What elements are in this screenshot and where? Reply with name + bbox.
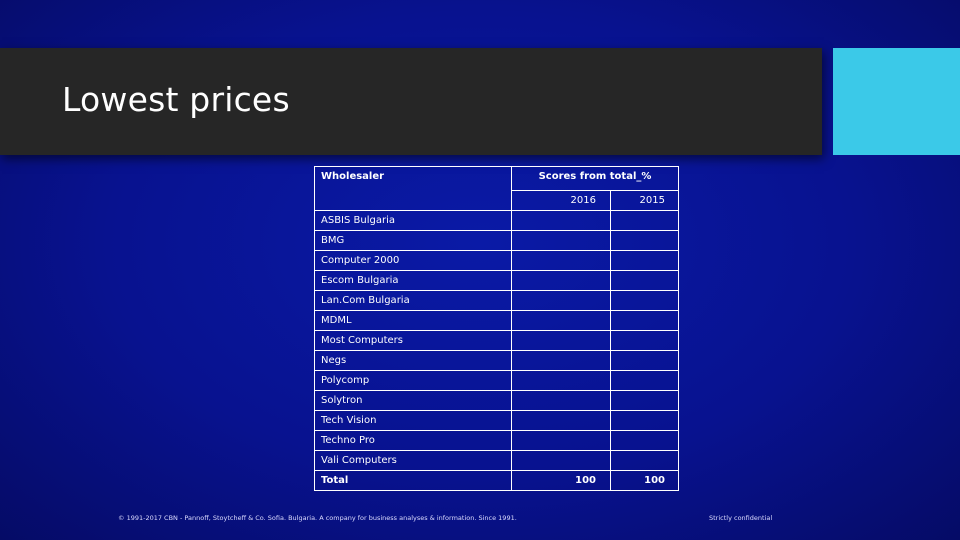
wholesaler-name: Techno Pro — [314, 430, 512, 451]
table-row: Solytron — [314, 390, 679, 411]
header-wholesaler: Wholesaler — [314, 166, 512, 211]
score-2016 — [511, 410, 611, 431]
scores-table: Wholesaler Scores from total_% 2016 2015… — [314, 166, 679, 491]
score-2015 — [610, 290, 679, 311]
score-2015 — [610, 270, 679, 291]
footer-copyright: © 1991-2017 CBN - Pannoff, Stoytcheff & … — [118, 514, 517, 522]
table-row: Negs — [314, 350, 679, 371]
score-2016 — [511, 290, 611, 311]
title-bar — [0, 48, 822, 155]
wholesaler-name: Vali Computers — [314, 450, 512, 471]
table-row: ASBIS Bulgaria — [314, 210, 679, 231]
wholesaler-name: Escom Bulgaria — [314, 270, 512, 291]
score-2016 — [511, 450, 611, 471]
score-2016 — [511, 230, 611, 251]
accent-block — [833, 48, 960, 155]
footer-confidential: Strictly confidential — [709, 514, 773, 522]
score-2015 — [610, 370, 679, 391]
table-row: Techno Pro — [314, 430, 679, 451]
wholesaler-name: BMG — [314, 230, 512, 251]
table-row: BMG — [314, 230, 679, 251]
score-2016 — [511, 370, 611, 391]
table-row: Lan.Com Bulgaria — [314, 290, 679, 311]
score-2015 — [610, 250, 679, 271]
score-2015 — [610, 330, 679, 351]
table-row: MDML — [314, 310, 679, 331]
score-2016 — [511, 310, 611, 331]
score-2016 — [511, 330, 611, 351]
wholesaler-name: Lan.Com Bulgaria — [314, 290, 512, 311]
score-2016 — [511, 210, 611, 231]
header-scores: Scores from total_% — [511, 166, 679, 191]
score-2015 — [610, 210, 679, 231]
table-total-row: Total 100 100 — [314, 470, 679, 491]
wholesaler-name: MDML — [314, 310, 512, 331]
header-year-2015: 2015 — [610, 190, 679, 211]
score-2015 — [610, 430, 679, 451]
score-2016 — [511, 270, 611, 291]
score-2015 — [610, 410, 679, 431]
table-year-row: 2016 2015 — [315, 190, 679, 211]
wholesaler-name: Tech Vision — [314, 410, 512, 431]
table-row: Computer 2000 — [314, 250, 679, 271]
wholesaler-name: Solytron — [314, 390, 512, 411]
wholesaler-name: Computer 2000 — [314, 250, 512, 271]
score-2015 — [610, 310, 679, 331]
score-2015 — [610, 350, 679, 371]
wholesaler-name: Most Computers — [314, 330, 512, 351]
score-2016 — [511, 430, 611, 451]
wholesaler-name: ASBIS Bulgaria — [314, 210, 512, 231]
table-header-row: Wholesaler Scores from total_% — [314, 166, 679, 211]
score-2016 — [511, 250, 611, 271]
table-row: Escom Bulgaria — [314, 270, 679, 291]
score-2015 — [610, 450, 679, 471]
table-row: Polycomp — [314, 370, 679, 391]
total-2016: 100 — [511, 470, 611, 491]
table-row: Vali Computers — [314, 450, 679, 471]
score-2015 — [610, 390, 679, 411]
total-2015: 100 — [610, 470, 679, 491]
score-2016 — [511, 350, 611, 371]
header-year-2016: 2016 — [511, 190, 611, 211]
table-row: Tech Vision — [314, 410, 679, 431]
wholesaler-name: Polycomp — [314, 370, 512, 391]
slide-title: Lowest prices — [62, 80, 290, 119]
total-label: Total — [314, 470, 512, 491]
score-2016 — [511, 390, 611, 411]
score-2015 — [610, 230, 679, 251]
wholesaler-name: Negs — [314, 350, 512, 371]
table-row: Most Computers — [314, 330, 679, 351]
